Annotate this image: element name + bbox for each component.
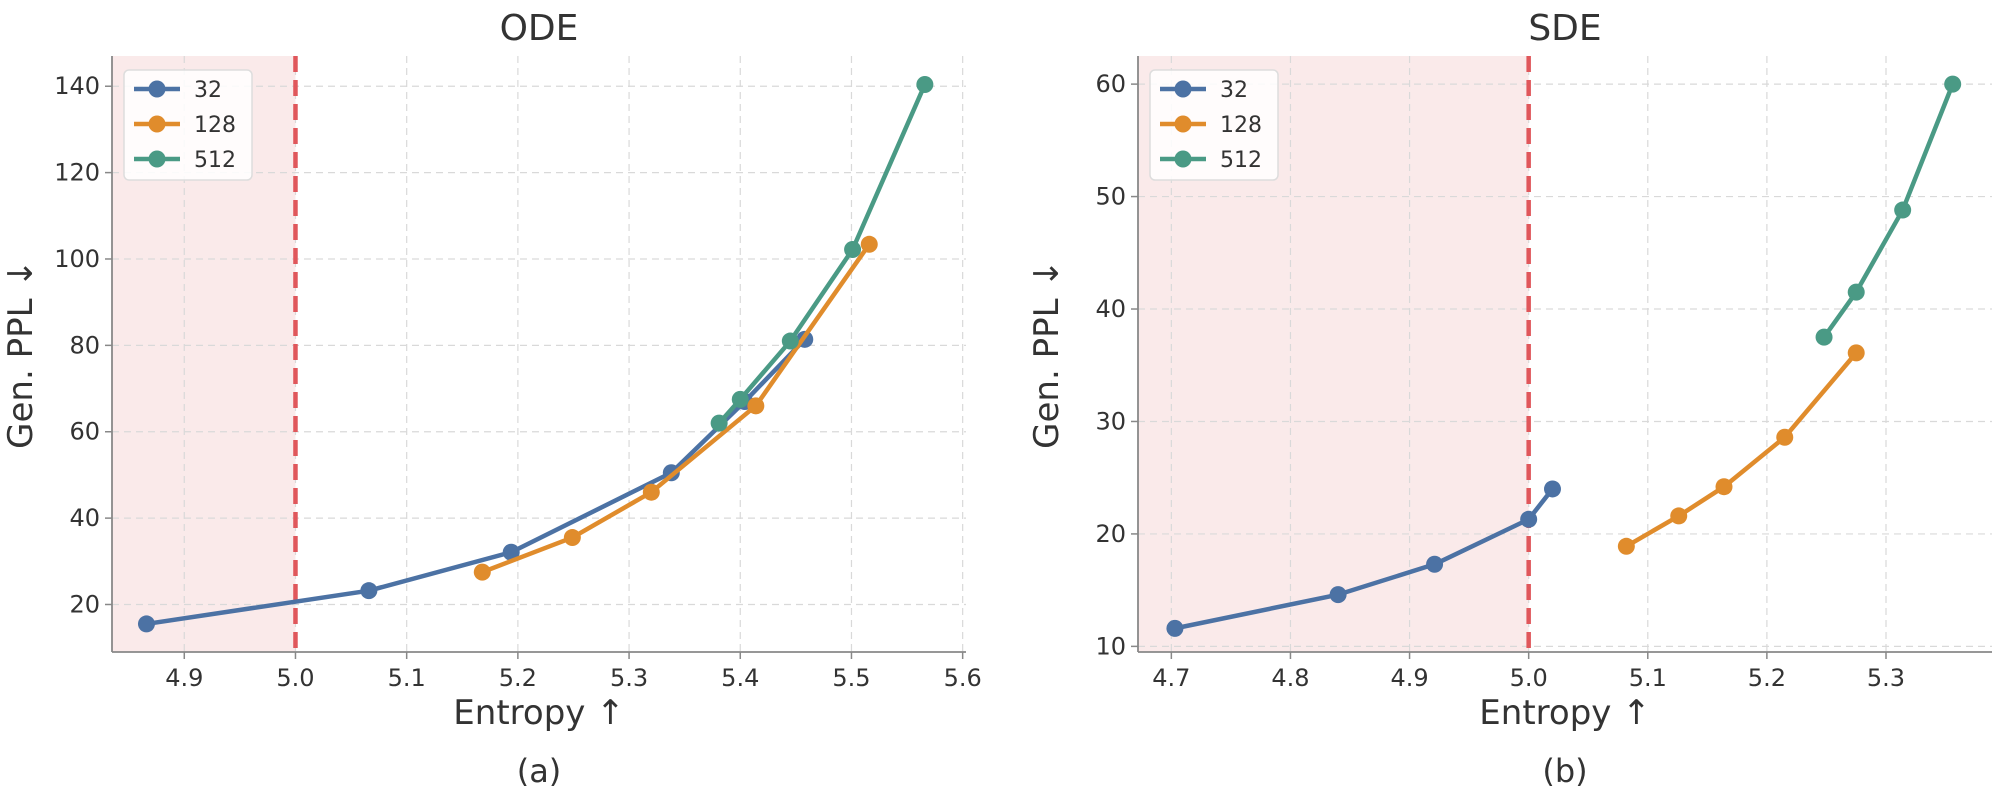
x-tick-label: 4.9	[165, 664, 203, 692]
data-point-128	[563, 529, 581, 547]
data-point-128	[1776, 428, 1794, 446]
data-point-128	[1847, 344, 1865, 362]
y-tick-label: 60	[1095, 70, 1126, 98]
data-point-32	[1426, 555, 1444, 573]
data-point-128	[1617, 537, 1635, 555]
panel-caption: (b)	[1542, 752, 1587, 790]
legend-label-32: 32	[1220, 78, 1248, 103]
data-point-128	[642, 483, 660, 501]
legend-label-128: 128	[194, 113, 236, 138]
x-tick-label: 5.1	[388, 664, 426, 692]
data-point-32	[137, 615, 155, 633]
y-tick-label: 120	[54, 159, 100, 187]
data-point-128	[473, 563, 491, 581]
legend-label-32: 32	[194, 78, 222, 103]
x-tick-label: 5.0	[1510, 664, 1548, 692]
series-line-128	[480, 242, 872, 575]
chart-title: SDE	[1528, 8, 1601, 49]
y-axis-label: Gen. PPL ↓	[1027, 259, 1067, 449]
y-tick-label: 100	[54, 245, 100, 273]
data-point-128	[747, 397, 765, 415]
data-point-128	[1670, 507, 1688, 525]
legend-marker-128	[1174, 115, 1192, 133]
series-line-512	[716, 82, 928, 426]
legend-marker-32	[1174, 80, 1192, 98]
legend-marker-128	[148, 115, 166, 133]
x-tick-label: 5.3	[610, 664, 648, 692]
chart-title: ODE	[500, 8, 579, 49]
series-line-512	[1821, 81, 1955, 340]
data-point-512	[1894, 201, 1912, 219]
x-tick-label: 4.8	[1271, 664, 1309, 692]
data-point-512	[781, 332, 799, 350]
panel-ode: 4.9 5.0 5.1 5.2 5.3 5.4 5.5 5.6 20 40 60 80 100 120 14…	[1, 8, 982, 790]
x-tick-label: 5.2	[1748, 664, 1786, 692]
data-point-32	[502, 543, 520, 561]
y-tick-label: 140	[54, 72, 100, 100]
y-tick-label: 30	[1095, 407, 1126, 435]
y-tick-label: 80	[69, 331, 100, 359]
data-point-32	[360, 582, 378, 600]
x-tick-label: 4.9	[1390, 664, 1428, 692]
x-tick-label: 5.4	[721, 664, 759, 692]
legend-marker-512	[1174, 150, 1192, 168]
data-point-512	[1815, 328, 1833, 346]
x-tick-label: 5.6	[944, 664, 982, 692]
y-tick-label: 50	[1095, 183, 1126, 211]
data-point-512	[1944, 75, 1962, 93]
panel-caption: (a)	[517, 752, 562, 790]
data-point-512	[844, 240, 862, 258]
data-point-32	[1543, 480, 1561, 498]
data-point-512	[1847, 283, 1865, 301]
y-tick-label: 40	[69, 504, 100, 532]
x-axis-label: Entropy ↑	[453, 693, 624, 733]
legend-label-512: 512	[1220, 148, 1262, 173]
legend-label-512: 512	[194, 148, 236, 173]
panel-sde: 4.7 4.8 4.9 5.0 5.1 5.2 5.3 10 20 30 40 50 60 32 128 51…	[1027, 8, 1992, 790]
data-point-512	[916, 76, 934, 94]
y-tick-label: 10	[1095, 632, 1126, 660]
data-point-32	[1520, 510, 1538, 528]
x-tick-label: 5.5	[832, 664, 870, 692]
legend-marker-512	[148, 150, 166, 168]
y-tick-label: 40	[1095, 295, 1126, 323]
data-point-128	[1715, 478, 1733, 496]
legend-label-128: 128	[1220, 113, 1262, 138]
x-axis-label: Entropy ↑	[1479, 693, 1650, 733]
data-point-128	[860, 235, 878, 253]
data-point-512	[710, 414, 728, 432]
legend-marker-32	[148, 80, 166, 98]
x-tick-label: 5.0	[276, 664, 314, 692]
x-tick-label: 5.2	[499, 664, 537, 692]
series-line-128	[1624, 350, 1859, 549]
y-tick-label: 20	[1095, 520, 1126, 548]
x-tick-label: 5.1	[1629, 664, 1667, 692]
data-point-512	[731, 390, 749, 408]
x-tick-label: 5.3	[1867, 664, 1905, 692]
series-line-32	[144, 337, 808, 627]
x-tick-label: 4.7	[1152, 664, 1190, 692]
data-point-32	[1166, 619, 1184, 637]
y-tick-label: 20	[69, 590, 100, 618]
y-tick-label: 60	[69, 418, 100, 446]
y-axis-label: Gen. PPL ↓	[1, 259, 41, 449]
data-point-32	[1329, 586, 1347, 604]
